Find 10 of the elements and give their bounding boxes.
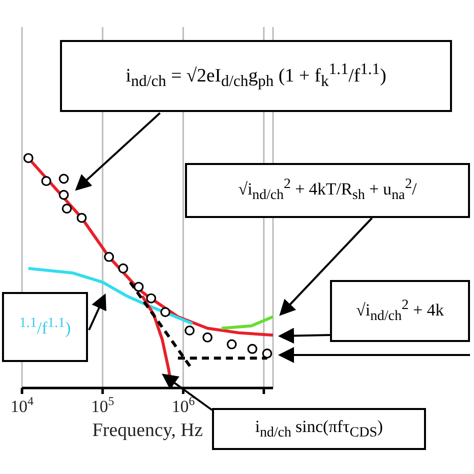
x-tick-label: 10$^{5}$: [91, 394, 114, 416]
formula-box: i$_{nd/ch}$ sinc(πfτ$_{CDS}$): [212, 408, 426, 450]
formula-box: $^{1.1}$/f$^{1.1}$): [2, 292, 88, 362]
formula-box: √i$_{nd/ch}$$^{2}$ + 4k: [330, 280, 470, 342]
formula-box: i$_{nd/ch}$ = √2eI$_{d/ch}$g$_{ph}$ (1 + f$_{k}$$^{1.1}$/f$^{1.1}$): [60, 40, 452, 112]
x-axis-title: Frequency, Hz: [92, 420, 203, 441]
x-tick-label: 10$^{6}$: [172, 394, 195, 416]
annotation: $^{1.1}$/f$^{1.1}$): [19, 315, 71, 339]
x-tick-label: 10$^{4}$: [10, 394, 34, 416]
formula-box: √i$_{nd/ch}$$^{2}$ + 4kT/R$_{sh}$ + u$_{na}$$^{2}$/: [185, 163, 470, 218]
